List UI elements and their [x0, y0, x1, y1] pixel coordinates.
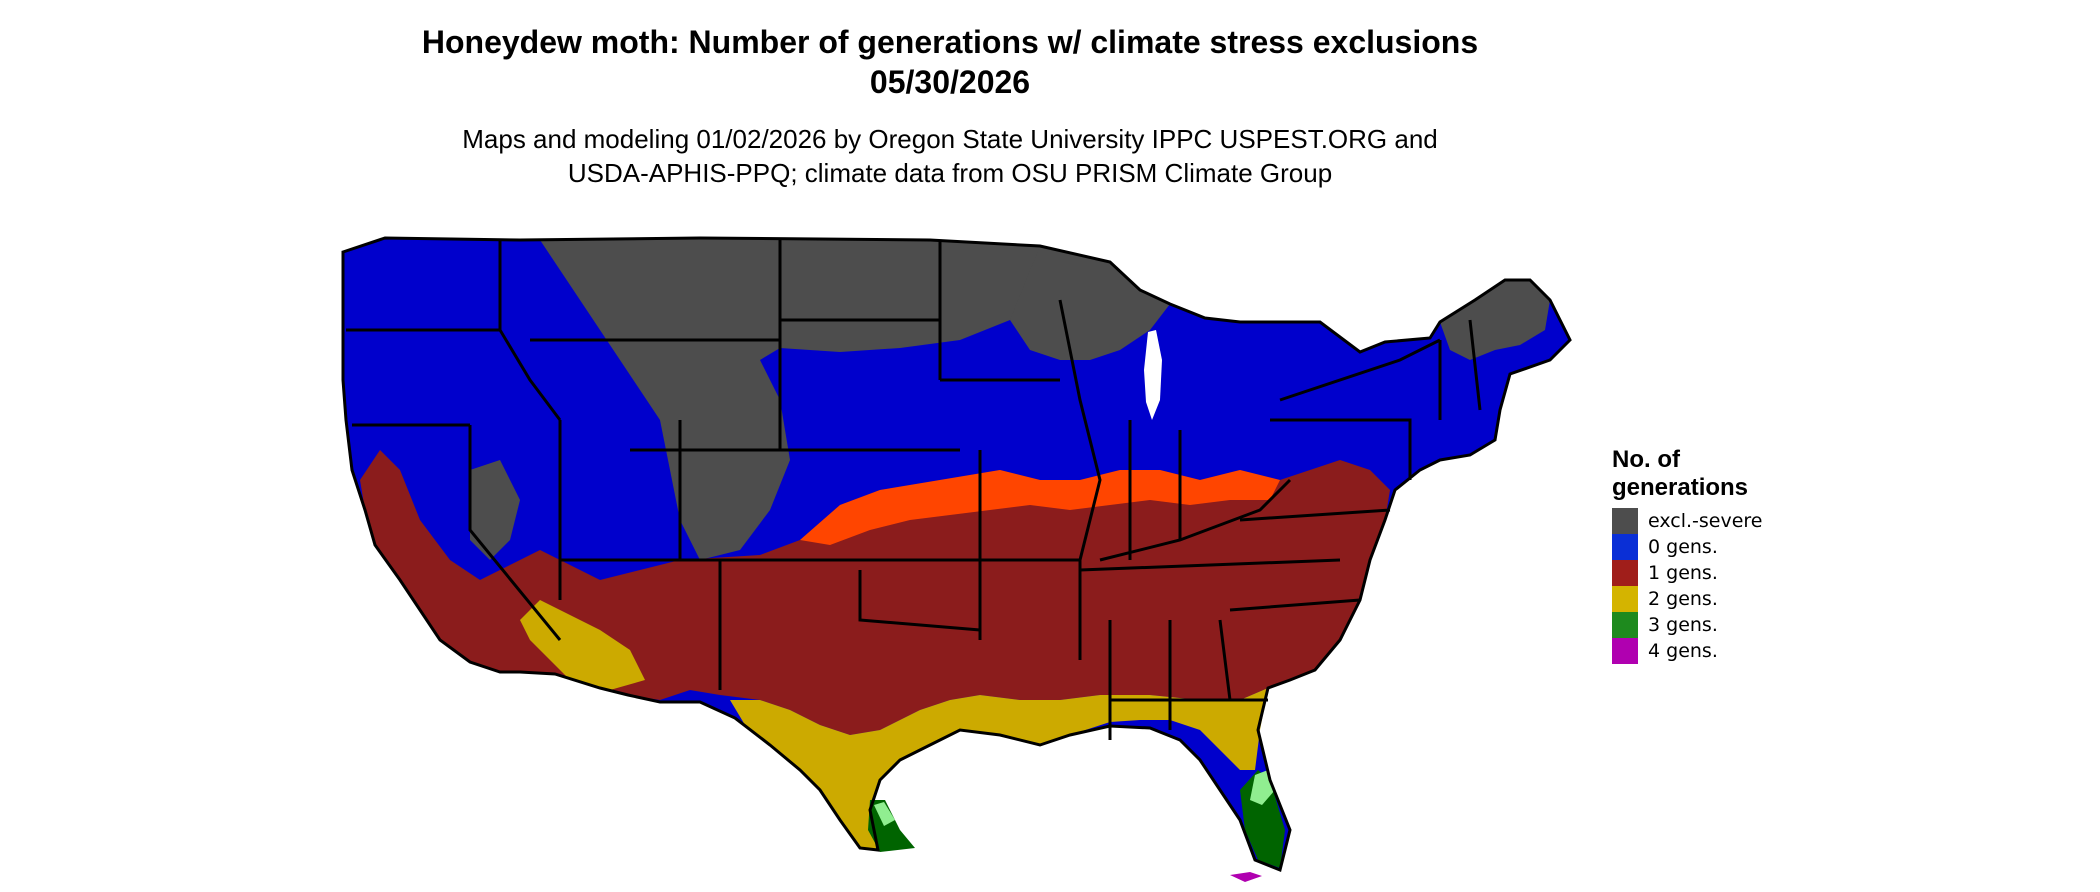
border-ohio-river: [1099, 478, 1292, 562]
border-california-nevada: [468, 425, 562, 641]
legend-swatch-4-gens: [1612, 638, 1638, 664]
border-idaho-montana: [498, 240, 562, 421]
border-newyork: [1279, 338, 1441, 402]
map-title: Honeydew moth: Number of generations w/ …: [250, 22, 1650, 102]
title-line-2: 05/30/2026: [869, 64, 1031, 100]
legend-item-2-gens: 2 gens.: [1612, 586, 1872, 612]
legend-swatch-1-gens: [1612, 560, 1638, 586]
legend-title: No. of generations: [1612, 446, 1749, 501]
legend-item-excluded: excl.-severe: [1612, 508, 1872, 534]
zone-3-gens-texas-light: [874, 802, 895, 826]
legend-item-4-gens: 4 gens.: [1612, 638, 1872, 664]
legend: No. of generations excl.-severe 0 gens. …: [1612, 446, 1872, 664]
legend-item-0-gens: 0 gens.: [1612, 534, 1872, 560]
border-alabama-georgia: [1218, 619, 1232, 701]
zone-1-gen-edge: [800, 470, 1280, 545]
title-line-1: Honeydew moth: Number of generations w/ …: [421, 24, 1479, 60]
border-mississippi-river: [1058, 299, 1102, 561]
zone-2-gens-arizona: [520, 600, 645, 690]
legend-label-4-gens: 4 gens.: [1648, 640, 1718, 662]
border-carolinas: [1229, 598, 1361, 612]
legend-label-3-gens: 3 gens.: [1648, 614, 1718, 636]
border-oklahoma-texas: [858, 570, 981, 632]
legend-label-excluded: excl.-severe: [1648, 510, 1763, 532]
legend-label-0-gens: 0 gens.: [1648, 536, 1718, 558]
us-border: [341, 236, 1572, 873]
legend-item-3-gens: 3 gens.: [1612, 612, 1872, 638]
lake-michigan: [1144, 330, 1162, 420]
zone-2-gens-south: [730, 688, 1268, 850]
border-tennessee: [1079, 558, 1341, 572]
zone-4-gens-keys: [1230, 872, 1262, 882]
zone-excluded-lakes: [1010, 246, 1170, 360]
legend-swatch-0-gens: [1612, 534, 1638, 560]
state-borders: [341, 236, 1572, 873]
border-mississippi-alabama: [1108, 620, 1172, 740]
legend-swatch-2-gens: [1612, 586, 1638, 612]
zone-excluded-nevada: [470, 460, 520, 560]
subtitle-line-2: USDA-APHIS-PPQ; climate data from OSU PR…: [567, 158, 1333, 188]
zone-excluded-maine: [1440, 280, 1550, 360]
border-pennsylvania: [1270, 418, 1412, 480]
legend-swatch-3-gens: [1612, 612, 1638, 638]
legend-label-1-gens: 1 gens.: [1648, 562, 1718, 584]
legend-label-2-gens: 2 gens.: [1648, 588, 1718, 610]
border-new-england: [1438, 319, 1482, 420]
map-subtitle: Maps and modeling 01/02/2026 by Oregon S…: [250, 122, 1650, 190]
legend-item-1-gens: 1 gens.: [1612, 560, 1872, 586]
border-virginia: [1239, 508, 1391, 522]
legend-swatch-excluded: [1612, 508, 1638, 534]
subtitle-line-1: Maps and modeling 01/02/2026 by Oregon S…: [462, 124, 1438, 154]
